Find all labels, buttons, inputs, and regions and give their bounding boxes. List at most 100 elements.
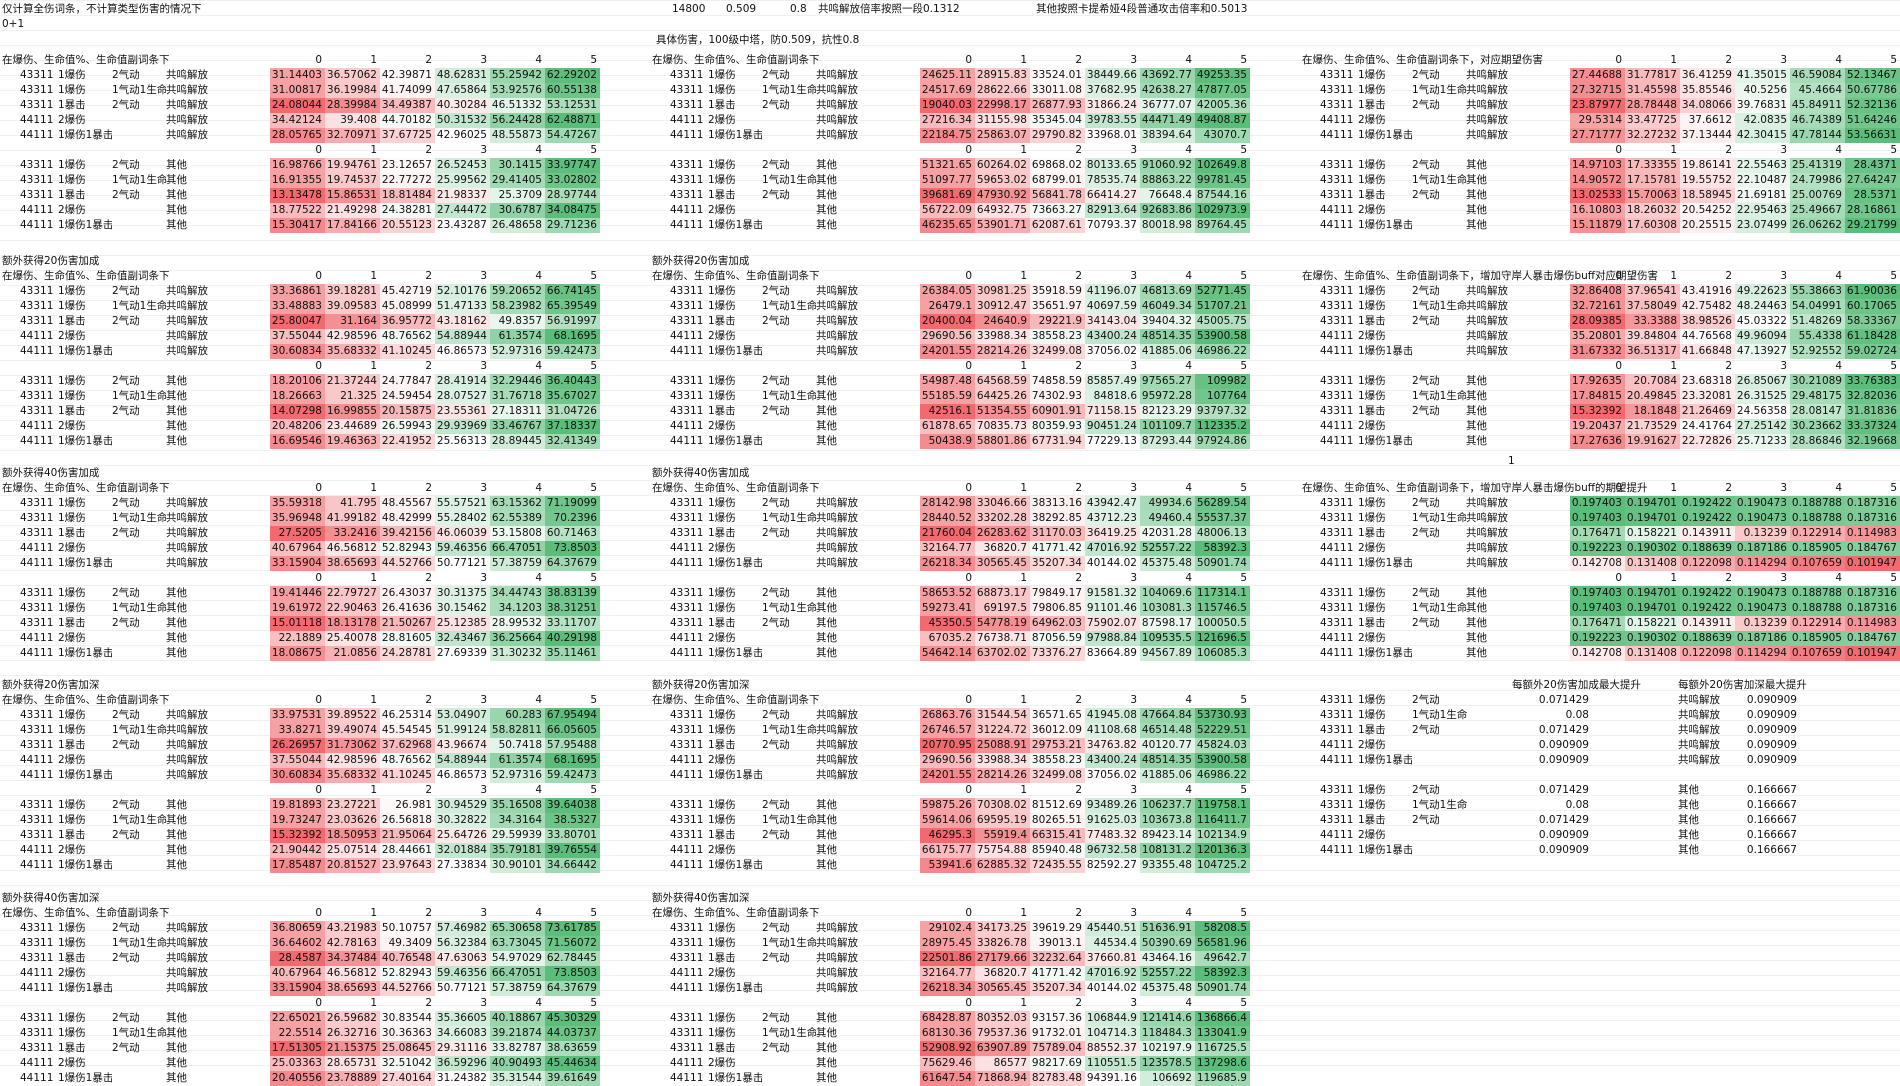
data-cell[interactable]: 85857.49 [1085, 374, 1140, 389]
data-cell[interactable]: 0.187316 [1845, 496, 1900, 511]
data-cell[interactable]: 39.76554 [545, 843, 600, 858]
data-cell[interactable]: 98217.69 [1030, 1056, 1085, 1071]
data-cell[interactable]: 55.4338 [1790, 329, 1845, 344]
data-cell[interactable]: 21.69181 [1735, 188, 1790, 203]
data-cell[interactable]: 0.158221 [1625, 616, 1680, 631]
data-cell[interactable]: 20770.95 [920, 738, 975, 753]
data-cell[interactable]: 35207.34 [1030, 556, 1085, 571]
data-cell[interactable]: 54.88944 [435, 753, 490, 768]
data-cell[interactable]: 67.95494 [545, 708, 600, 723]
data-cell[interactable]: 21.15375 [325, 1041, 380, 1056]
data-cell[interactable]: 25.99562 [435, 173, 490, 188]
data-cell[interactable]: 53.92576 [490, 83, 545, 98]
data-cell[interactable]: 13.02533 [1570, 188, 1625, 203]
data-cell[interactable]: 50901.74 [1195, 556, 1250, 571]
data-cell[interactable]: 61878.65 [920, 419, 975, 434]
data-cell[interactable]: 58392.3 [1195, 966, 1250, 981]
data-cell[interactable]: 35.68332 [325, 344, 380, 359]
data-cell[interactable]: 52908.92 [920, 1041, 975, 1056]
data-cell[interactable]: 54.04991 [1790, 299, 1845, 314]
data-cell[interactable]: 31.04726 [545, 404, 600, 419]
data-cell[interactable]: 28.5371 [1845, 188, 1900, 203]
data-cell[interactable]: 70835.73 [975, 419, 1030, 434]
data-cell[interactable]: 41.35015 [1735, 68, 1790, 83]
data-cell[interactable]: 36820.7 [975, 541, 1030, 556]
data-cell[interactable]: 27.33834 [435, 858, 490, 873]
data-cell[interactable]: 80265.51 [1030, 813, 1085, 828]
data-cell[interactable]: 19.81893 [270, 798, 325, 813]
data-cell[interactable]: 24.38281 [380, 203, 435, 218]
data-cell[interactable]: 46.51332 [490, 98, 545, 113]
data-cell[interactable]: 32232.64 [1030, 951, 1085, 966]
data-cell[interactable]: 48.55873 [490, 128, 545, 143]
summary-value[interactable]: 0.090909 [1746, 709, 1797, 721]
data-cell[interactable]: 42.96025 [435, 128, 490, 143]
data-cell[interactable]: 27.25142 [1735, 419, 1790, 434]
data-cell[interactable]: 26218.34 [920, 556, 975, 571]
summary-value[interactable]: 0.090909 [1538, 829, 1589, 841]
data-cell[interactable]: 65.30658 [490, 921, 545, 936]
data-cell[interactable]: 31.00817 [270, 83, 325, 98]
data-cell[interactable]: 21.98337 [435, 188, 490, 203]
data-cell[interactable]: 27.69339 [435, 646, 490, 661]
data-cell[interactable]: 0.107659 [1790, 556, 1845, 571]
data-cell[interactable]: 56.91997 [545, 314, 600, 329]
data-cell[interactable]: 56722.09 [920, 203, 975, 218]
data-cell[interactable]: 28.41914 [435, 374, 490, 389]
data-cell[interactable]: 39619.29 [1030, 921, 1085, 936]
data-cell[interactable]: 112335.2 [1195, 419, 1250, 434]
data-cell[interactable]: 69595.19 [975, 813, 1030, 828]
data-cell[interactable]: 20.81527 [325, 858, 380, 873]
data-cell[interactable]: 31224.72 [975, 723, 1030, 738]
data-cell[interactable]: 33.15904 [270, 981, 325, 996]
data-cell[interactable]: 31.164 [325, 314, 380, 329]
data-cell[interactable]: 14.90572 [1570, 173, 1625, 188]
data-cell[interactable]: 33988.34 [975, 329, 1030, 344]
data-cell[interactable]: 37056.02 [1085, 768, 1140, 783]
data-cell[interactable]: 56581.96 [1195, 936, 1250, 951]
data-cell[interactable]: 30981.25 [975, 284, 1030, 299]
data-cell[interactable]: 29.5314 [1570, 113, 1625, 128]
data-cell[interactable]: 43692.77 [1140, 68, 1195, 83]
data-cell[interactable]: 49.3409 [380, 936, 435, 951]
data-cell[interactable]: 29221.9 [1030, 314, 1085, 329]
data-cell[interactable]: 27179.66 [975, 951, 1030, 966]
data-cell[interactable]: 55919.4 [975, 828, 1030, 843]
data-cell[interactable]: 33.2416 [325, 526, 380, 541]
data-cell[interactable]: 33.80701 [545, 828, 600, 843]
data-cell[interactable]: 22.55463 [1735, 158, 1790, 173]
data-cell[interactable]: 28.4587 [270, 951, 325, 966]
data-cell[interactable]: 60.17065 [1845, 299, 1900, 314]
data-cell[interactable]: 69197.5 [975, 601, 1030, 616]
data-cell[interactable]: 0.187186 [1735, 541, 1790, 556]
data-cell[interactable]: 0.194701 [1625, 586, 1680, 601]
data-cell[interactable]: 36.64602 [270, 936, 325, 951]
data-cell[interactable]: 24.77847 [380, 374, 435, 389]
data-cell[interactable]: 15.32392 [1570, 404, 1625, 419]
summary-value[interactable]: 0.071429 [1538, 694, 1589, 706]
data-cell[interactable]: 33.8271 [270, 723, 325, 738]
data-cell[interactable]: 47.63063 [435, 951, 490, 966]
data-cell[interactable]: 62.48871 [545, 113, 600, 128]
data-cell[interactable]: 118484.3 [1140, 1026, 1195, 1041]
data-cell[interactable]: 26.06262 [1790, 218, 1845, 233]
data-cell[interactable]: 19.41446 [270, 586, 325, 601]
data-cell[interactable]: 100050.5 [1195, 616, 1250, 631]
data-cell[interactable]: 40144.02 [1085, 556, 1140, 571]
data-cell[interactable]: 35345.04 [1030, 113, 1085, 128]
data-cell[interactable]: 0.122098 [1680, 556, 1735, 571]
data-cell[interactable]: 35651.97 [1030, 299, 1085, 314]
data-cell[interactable]: 80359.93 [1030, 419, 1085, 434]
summary-value[interactable]: 0.090909 [1746, 754, 1797, 766]
data-cell[interactable]: 41.99182 [325, 511, 380, 526]
data-cell[interactable]: 95972.28 [1140, 389, 1195, 404]
data-cell[interactable]: 29690.56 [920, 753, 975, 768]
data-cell[interactable]: 32.29446 [490, 374, 545, 389]
data-cell[interactable]: 45.54545 [380, 723, 435, 738]
data-cell[interactable]: 36.51317 [1625, 344, 1680, 359]
data-cell[interactable]: 32.27232 [1625, 128, 1680, 143]
data-cell[interactable]: 0.192223 [1570, 541, 1625, 556]
data-cell[interactable]: 121696.5 [1195, 631, 1250, 646]
summary-value[interactable]: 0.08 [1565, 709, 1589, 721]
data-cell[interactable]: 66315.41 [1030, 828, 1085, 843]
